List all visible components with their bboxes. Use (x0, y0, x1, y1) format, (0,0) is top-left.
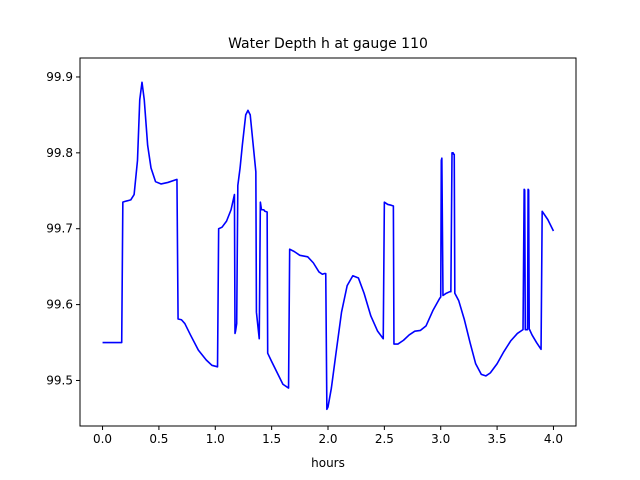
x-tick-label: 2.5 (375, 432, 394, 446)
x-tick-label: 2.0 (318, 432, 337, 446)
y-tick-label: 99.6 (46, 298, 73, 312)
y-axis-ticks: 99.5 99.6 99.7 99.8 99.9 (46, 70, 80, 387)
y-tick-label: 99.7 (46, 222, 73, 236)
plot-frame (79, 57, 577, 427)
x-axis-ticks: 0.0 0.5 1.0 1.5 2.0 2.5 3.0 3.5 4.0 (93, 426, 563, 446)
y-tick-label: 99.5 (46, 373, 73, 387)
x-tick-label: 1.0 (206, 432, 225, 446)
x-tick-label: 1.5 (262, 432, 281, 446)
chart-title: Water Depth h at gauge 110 (228, 36, 428, 52)
x-tick-label: 4.0 (544, 432, 563, 446)
series-line-1 (102, 81, 555, 411)
x-tick-label: 0.0 (93, 432, 112, 446)
x-tick-label: 3.0 (431, 432, 450, 446)
x-axis-label: hours (311, 456, 345, 470)
plot-layer (102, 81, 555, 411)
y-tick-label: 99.8 (46, 146, 73, 160)
y-tick-label: 99.9 (46, 70, 73, 84)
x-tick-label: 3.5 (488, 432, 507, 446)
x-tick-label: 0.5 (149, 432, 168, 446)
